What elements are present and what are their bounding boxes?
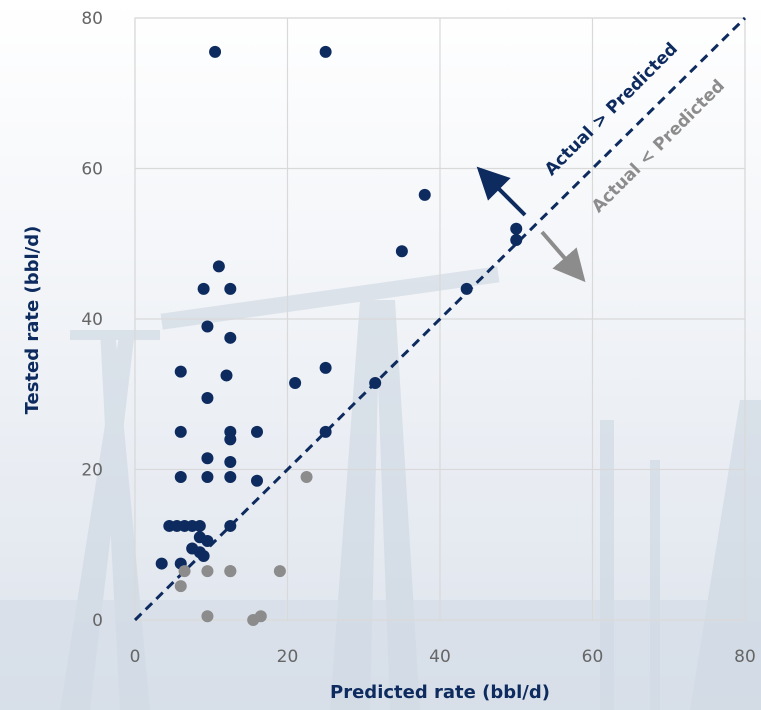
reference-line-group (133, 16, 747, 622)
data-point-above (197, 550, 210, 563)
x-tick-label: 60 (582, 647, 604, 667)
y-axis-title: Tested rate (bbl/d) (22, 226, 43, 415)
y-tick-label: 60 (81, 160, 103, 180)
data-point-above (224, 455, 237, 468)
y-tick-label: 0 (92, 611, 103, 631)
x-tick-label: 40 (429, 647, 451, 667)
data-point-above (418, 188, 431, 201)
data-point-below (201, 565, 214, 578)
data-point-below (300, 471, 313, 484)
data-point-above (395, 245, 408, 258)
data-point-above (174, 365, 187, 378)
data-point-above (155, 557, 168, 570)
data-point-above (460, 282, 473, 295)
data-point-above (220, 369, 233, 382)
x-tick-label: 0 (130, 647, 141, 667)
data-point-above (319, 361, 332, 374)
data-point-above (201, 534, 214, 547)
data-point-above (251, 474, 263, 487)
data-point-below (247, 614, 260, 626)
data-point-above (369, 376, 382, 389)
x-axis-title: Predicted rate (bbl/d) (330, 682, 550, 703)
data-point-above (510, 233, 523, 246)
data-point-above (289, 376, 302, 389)
data-point-below (273, 565, 286, 578)
data-point-above (201, 392, 214, 405)
y-tick-labels: 0 20 40 60 80 (81, 9, 103, 631)
data-points (155, 45, 523, 626)
data-point-above (201, 452, 214, 465)
data-point-above (197, 282, 210, 295)
data-point-above (174, 471, 187, 484)
reference-line (133, 16, 747, 622)
data-point-below (178, 565, 191, 578)
data-point-above (224, 471, 237, 484)
data-point-above (224, 519, 237, 532)
arrow-up-left-icon (476, 166, 527, 217)
data-point-above (319, 425, 332, 438)
x-tick-label: 20 (277, 647, 299, 667)
data-point-below (201, 610, 214, 623)
data-point-above (174, 425, 187, 438)
data-point-above (319, 45, 332, 58)
data-point-above (224, 433, 237, 446)
y-tick-label: 40 (81, 310, 103, 330)
data-point-below (174, 580, 187, 593)
data-point-above (251, 425, 263, 438)
y-tick-label: 80 (81, 9, 103, 29)
data-point-above (209, 45, 222, 58)
data-point-above (510, 222, 523, 235)
data-point-above (201, 320, 214, 333)
arrow-down-right-icon (540, 230, 586, 283)
y-tick-label: 20 (81, 461, 103, 481)
x-tick-label: 80 (734, 647, 756, 667)
data-point-above (224, 282, 237, 295)
data-point-above (193, 519, 206, 532)
grid (134, 17, 746, 621)
data-point-above (224, 331, 237, 344)
data-point-above (201, 471, 214, 484)
data-point-below (224, 565, 237, 578)
data-point-above (212, 260, 225, 273)
x-tick-labels: 0 20 40 60 80 (130, 647, 756, 667)
